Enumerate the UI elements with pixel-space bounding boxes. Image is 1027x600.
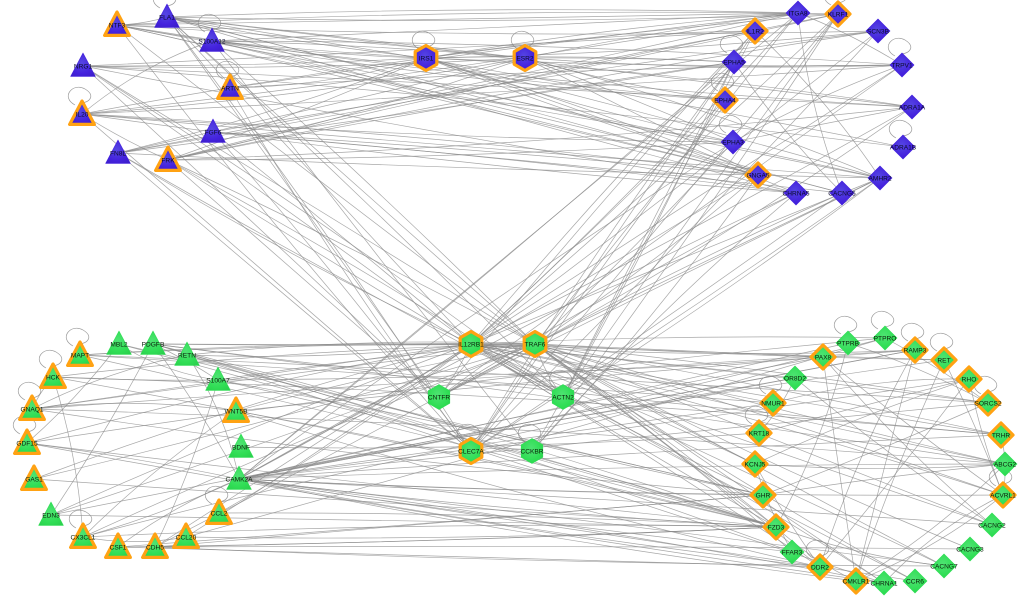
- svg-text:ADRA1B: ADRA1B: [890, 145, 917, 152]
- svg-text:SORCS2: SORCS2: [974, 401, 1001, 408]
- svg-text:FFAR3: FFAR3: [782, 550, 803, 557]
- svg-text:RAMP3: RAMP3: [904, 348, 927, 355]
- svg-text:GHR: GHR: [756, 493, 771, 500]
- svg-text:GDF15: GDF15: [16, 441, 38, 448]
- svg-text:CHRNA5: CHRNA5: [782, 191, 809, 198]
- svg-text:CAMK2A: CAMK2A: [225, 477, 253, 484]
- svg-text:RET: RET: [937, 358, 950, 365]
- svg-text:EPHA4: EPHA4: [714, 98, 736, 105]
- svg-text:IL12RB1: IL12RB1: [458, 342, 484, 349]
- svg-text:IL20: IL20: [76, 112, 89, 119]
- svg-text:PTPRO: PTPRO: [874, 336, 897, 343]
- svg-text:OR8D2: OR8D2: [784, 376, 806, 383]
- svg-text:BDNF: BDNF: [232, 445, 250, 452]
- svg-text:CLEC7A: CLEC7A: [458, 449, 484, 456]
- svg-text:CCR6: CCR6: [906, 579, 924, 586]
- svg-text:ESR2: ESR2: [516, 56, 534, 63]
- svg-text:CDH5: CDH5: [146, 545, 164, 552]
- svg-text:GNGA5: GNGA5: [746, 173, 769, 180]
- svg-text:TRHR: TRHR: [992, 433, 1011, 440]
- svg-text:KRT18: KRT18: [749, 431, 770, 438]
- svg-text:PTPRB: PTPRB: [837, 341, 860, 348]
- svg-text:CX3CL1: CX3CL1: [71, 535, 96, 542]
- svg-text:NTF3: NTF3: [109, 23, 126, 30]
- svg-text:PDGFB: PDGFB: [142, 342, 165, 349]
- svg-text:AMHR2: AMHR2: [868, 176, 891, 183]
- svg-text:RETN: RETN: [178, 353, 196, 360]
- svg-text:ITGA8: ITGA8: [788, 11, 807, 18]
- svg-text:EPHA5: EPHA5: [723, 60, 745, 67]
- svg-text:FRK: FRK: [161, 158, 175, 165]
- svg-text:MAPT: MAPT: [71, 353, 89, 360]
- svg-text:CACNG7: CACNG7: [930, 564, 958, 571]
- svg-text:CHRNA1: CHRNA1: [870, 581, 897, 588]
- svg-text:CACNG3: CACNG3: [956, 547, 984, 554]
- svg-text:WNT5B: WNT5B: [224, 409, 248, 416]
- svg-text:FZD3: FZD3: [768, 525, 785, 532]
- svg-text:ABCG2: ABCG2: [994, 462, 1017, 469]
- svg-text:FGF6: FGF6: [205, 130, 222, 137]
- svg-text:CNTFR: CNTFR: [428, 395, 451, 402]
- svg-text:IL1R2: IL1R2: [746, 29, 764, 36]
- svg-text:RHO: RHO: [962, 377, 977, 384]
- svg-text:MBL2: MBL2: [110, 342, 128, 349]
- svg-text:CSF1: CSF1: [110, 545, 127, 552]
- svg-text:ACVRL1: ACVRL1: [990, 493, 1016, 500]
- svg-text:TRPV1: TRPV1: [891, 63, 913, 70]
- svg-text:KLRF1: KLRF1: [828, 12, 849, 19]
- svg-text:CCL2: CCL2: [211, 511, 228, 518]
- svg-text:ARTN: ARTN: [221, 86, 239, 93]
- svg-text:NRG1: NRG1: [74, 64, 93, 71]
- svg-text:GNAQ1: GNAQ1: [20, 407, 43, 414]
- svg-text:TRAF6: TRAF6: [525, 342, 546, 349]
- svg-text:FN8L: FN8L: [110, 151, 126, 158]
- svg-text:GAS1: GAS1: [25, 477, 43, 484]
- svg-text:KCNJ5: KCNJ5: [745, 462, 766, 469]
- svg-text:ADRA1A: ADRA1A: [899, 105, 926, 112]
- svg-text:ACTN2: ACTN2: [552, 395, 574, 402]
- svg-text:CCL20: CCL20: [176, 535, 197, 542]
- svg-text:NMUR1: NMUR1: [761, 401, 785, 408]
- svg-text:S100A7: S100A7: [206, 378, 230, 385]
- svg-text:CMKLR1: CMKLR1: [843, 579, 870, 586]
- svg-text:SCN3B: SCN3B: [867, 29, 890, 36]
- svg-text:S100A12: S100A12: [198, 39, 225, 46]
- svg-text:EPHA3: EPHA3: [722, 140, 744, 147]
- svg-text:FLA1: FLA1: [159, 15, 175, 22]
- svg-text:CCKBR: CCKBR: [520, 449, 543, 456]
- svg-text:DDR2: DDR2: [811, 565, 829, 572]
- svg-text:EDN3: EDN3: [42, 513, 60, 520]
- svg-text:PAX8: PAX8: [815, 355, 832, 362]
- svg-text:HCK: HCK: [46, 375, 61, 382]
- svg-text:CACNG2: CACNG2: [978, 523, 1006, 530]
- svg-text:IRS1: IRS1: [419, 56, 434, 63]
- svg-text:CACNG5: CACNG5: [828, 191, 856, 198]
